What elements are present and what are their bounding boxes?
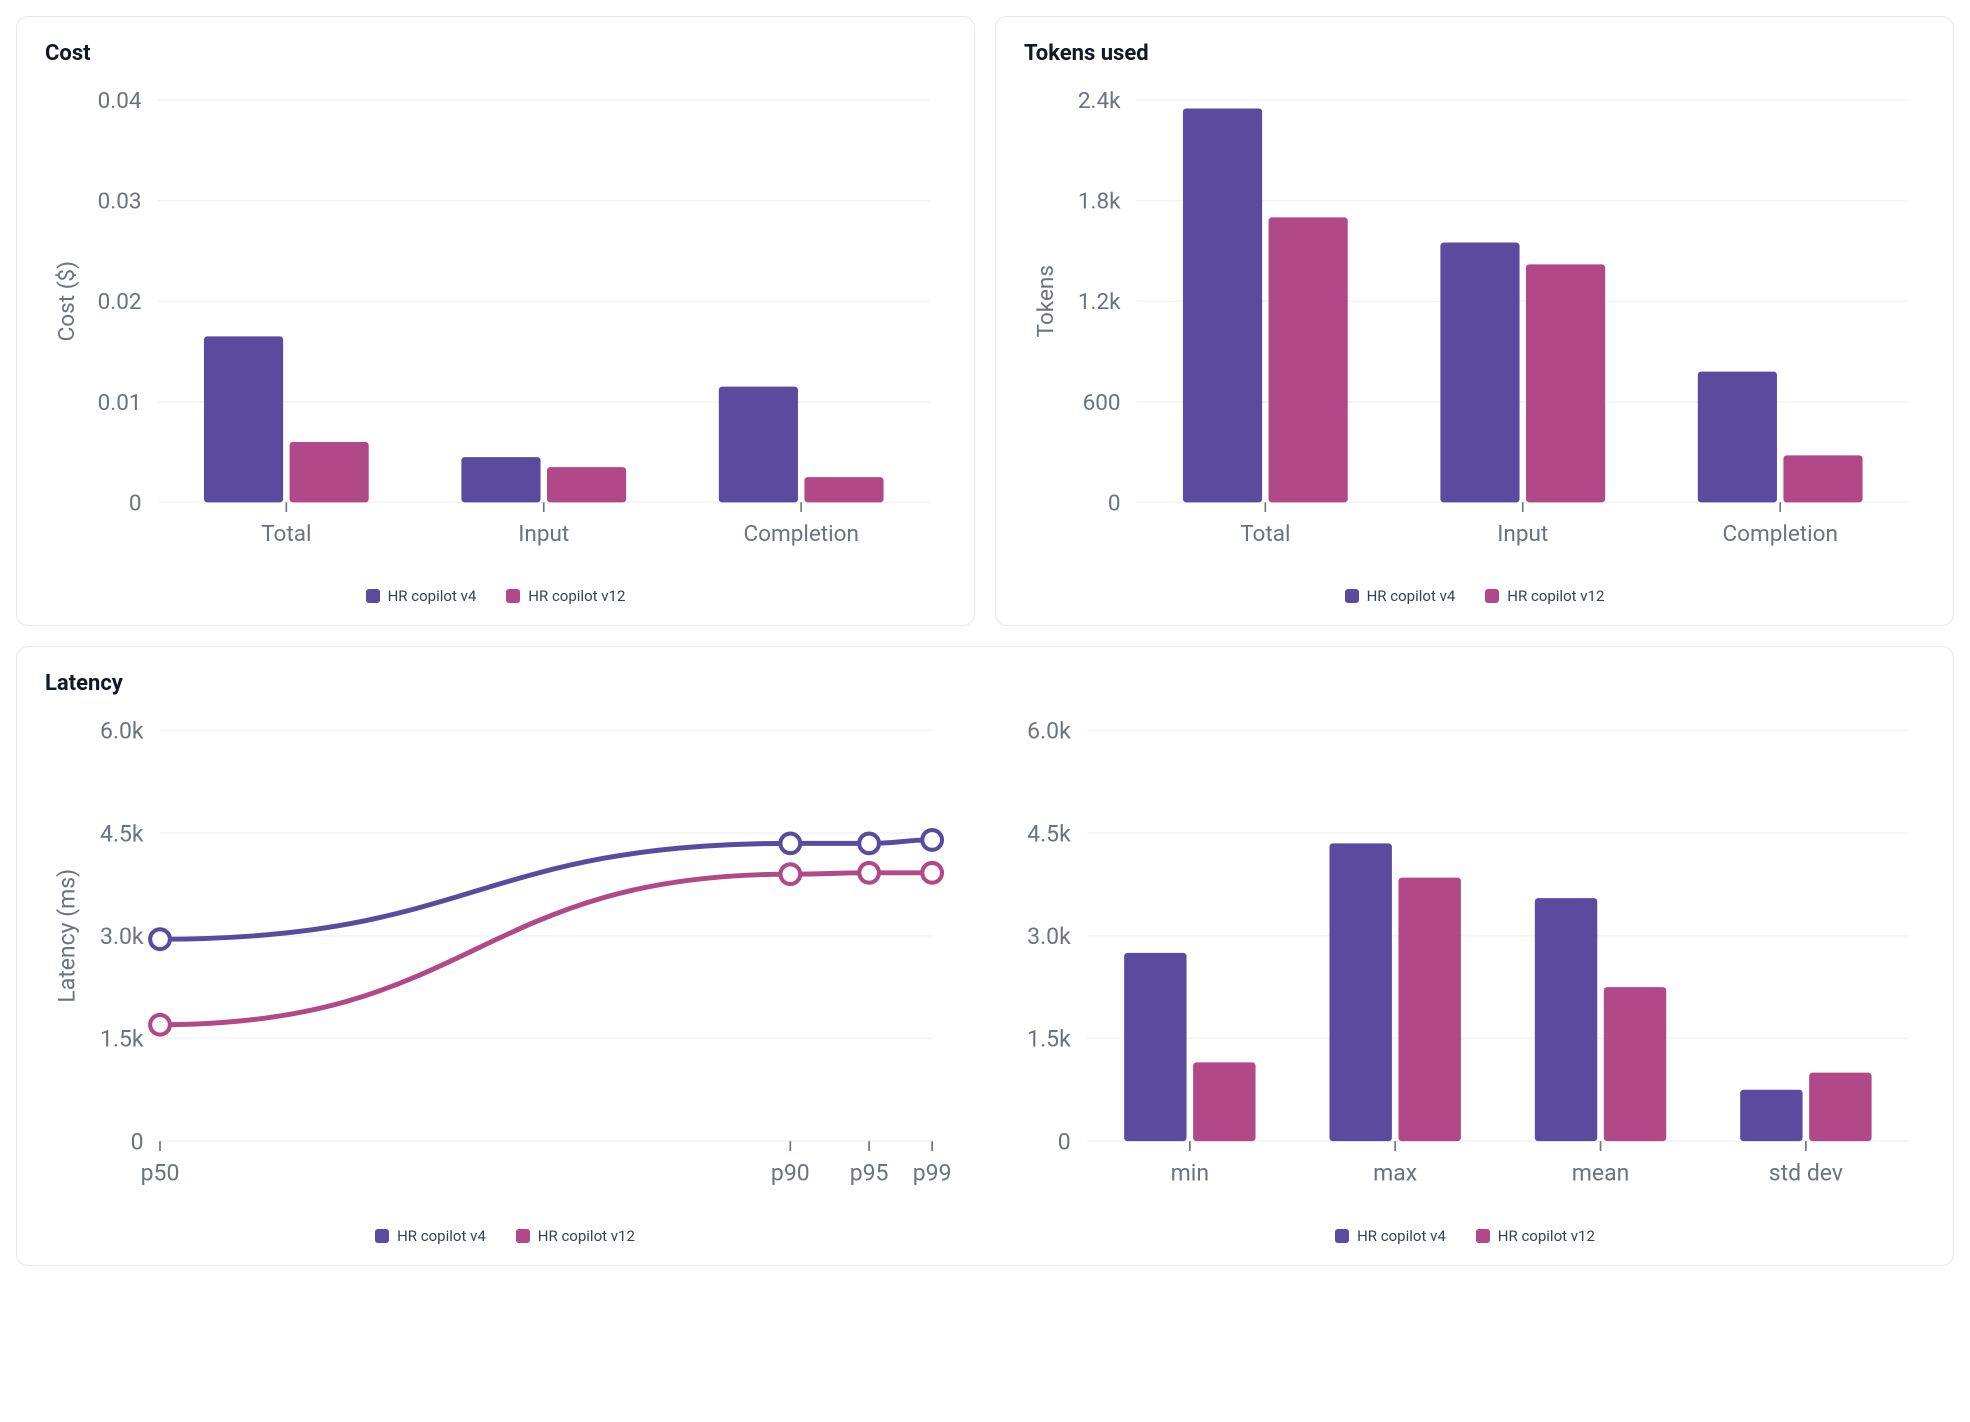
- legend-swatch-series2: [516, 1229, 530, 1243]
- svg-text:600: 600: [1083, 390, 1121, 416]
- svg-text:2.4k: 2.4k: [1078, 88, 1121, 114]
- svg-text:1.8k: 1.8k: [1078, 189, 1121, 215]
- legend-label-series2: HR copilot v12: [528, 587, 625, 605]
- tokens-legend: HR copilot v4 HR copilot v12: [1024, 587, 1925, 605]
- legend-item-series1: HR copilot v4: [375, 1227, 486, 1245]
- cost-legend: HR copilot v4 HR copilot v12: [45, 587, 946, 605]
- svg-text:Input: Input: [1497, 521, 1548, 547]
- legend-swatch-series1: [375, 1229, 389, 1243]
- svg-text:0.01: 0.01: [98, 390, 142, 416]
- svg-text:Total: Total: [261, 521, 311, 547]
- legend-item-series1: HR copilot v4: [1335, 1227, 1446, 1245]
- latency-title: Latency: [45, 671, 1925, 696]
- legend-swatch-series2: [1485, 589, 1499, 603]
- svg-text:0.03: 0.03: [98, 189, 142, 215]
- tokens-chart-svg: 0 600 1.2k 1.8k 2.4k Tokens Total Input Completi…: [1024, 84, 1925, 567]
- cost-chart-svg: 0 0.01 0.02 0.03 0.04 Cost ($) Total Input Compl…: [45, 84, 946, 567]
- svg-text:p50: p50: [141, 1159, 180, 1186]
- legend-item-series1: HR copilot v4: [366, 587, 477, 605]
- svg-text:p95: p95: [850, 1159, 889, 1186]
- svg-text:0.02: 0.02: [98, 289, 142, 315]
- legend-item-series2: HR copilot v12: [516, 1227, 635, 1245]
- svg-text:Total: Total: [1240, 521, 1290, 547]
- svg-text:0: 0: [1058, 1128, 1071, 1155]
- cost-chart: 0 0.01 0.02 0.03 0.04 Cost ($) Total Input Compl…: [45, 84, 946, 571]
- latency-line-svg: 0 1.5k 3.0k 4.5k 6.0k Latency (ms) p50 p90 p95 p9…: [45, 714, 965, 1207]
- svg-text:Completion: Completion: [1722, 521, 1837, 547]
- svg-text:Tokens: Tokens: [1033, 265, 1059, 337]
- legend-item-series2: HR copilot v12: [1485, 587, 1604, 605]
- legend-label-series2: HR copilot v12: [1507, 587, 1604, 605]
- cost-card: Cost 0 0.01 0.02 0.03 0.04 Cost ($) Total Input…: [16, 16, 975, 626]
- svg-text:Latency (ms): Latency (ms): [54, 869, 81, 1003]
- latency-bar-legend: HR copilot v4 HR copilot v12: [1005, 1227, 1925, 1245]
- svg-text:6.0k: 6.0k: [100, 717, 144, 744]
- svg-text:Cost ($): Cost ($): [54, 261, 80, 341]
- legend-label-series1: HR copilot v4: [1357, 1227, 1446, 1245]
- svg-text:4.5k: 4.5k: [100, 820, 144, 847]
- legend-label-series1: HR copilot v4: [1367, 587, 1456, 605]
- svg-text:min: min: [1171, 1159, 1209, 1186]
- legend-item-series2: HR copilot v12: [1476, 1227, 1595, 1245]
- legend-item-series1: HR copilot v4: [1345, 587, 1456, 605]
- svg-text:p99: p99: [913, 1159, 952, 1186]
- svg-text:0: 0: [129, 490, 142, 516]
- svg-text:6.0k: 6.0k: [1027, 717, 1071, 744]
- legend-label-series1: HR copilot v4: [397, 1227, 486, 1245]
- svg-text:0: 0: [1108, 490, 1121, 516]
- legend-swatch-series1: [1345, 589, 1359, 603]
- svg-text:3.0k: 3.0k: [100, 923, 144, 950]
- svg-text:p90: p90: [771, 1159, 810, 1186]
- svg-text:0: 0: [131, 1128, 144, 1155]
- cost-title: Cost: [45, 41, 946, 66]
- legend-swatch-series1: [1335, 1229, 1349, 1243]
- legend-label-series1: HR copilot v4: [388, 587, 477, 605]
- svg-text:Completion: Completion: [743, 521, 858, 547]
- latency-line-legend: HR copilot v4 HR copilot v12: [45, 1227, 965, 1245]
- tokens-title: Tokens used: [1024, 41, 1925, 66]
- svg-text:3.0k: 3.0k: [1027, 923, 1071, 950]
- legend-label-series2: HR copilot v12: [1498, 1227, 1595, 1245]
- legend-swatch-series2: [506, 589, 520, 603]
- svg-text:max: max: [1373, 1159, 1417, 1186]
- latency-card: Latency 0 1.5k 3.0k 4.5k 6.0k Latency (ms) p50…: [16, 646, 1954, 1266]
- latency-bar-chart: 0 1.5k 3.0k 4.5k 6.0k min max mean std dev: [1005, 714, 1925, 1211]
- latency-line-panel: 0 1.5k 3.0k 4.5k 6.0k Latency (ms) p50 p90 p95 p9…: [45, 714, 965, 1245]
- latency-bar-panel: 0 1.5k 3.0k 4.5k 6.0k min max mean std dev HR co…: [1005, 714, 1925, 1245]
- latency-bar-svg: 0 1.5k 3.0k 4.5k 6.0k min max mean std dev: [1005, 714, 1925, 1207]
- svg-text:4.5k: 4.5k: [1027, 820, 1071, 847]
- latency-line-chart: 0 1.5k 3.0k 4.5k 6.0k Latency (ms) p50 p90 p95 p9…: [45, 714, 965, 1211]
- svg-text:1.5k: 1.5k: [100, 1025, 144, 1052]
- svg-text:std dev: std dev: [1769, 1159, 1843, 1186]
- legend-swatch-series1: [366, 589, 380, 603]
- legend-swatch-series2: [1476, 1229, 1490, 1243]
- svg-text:Input: Input: [518, 521, 569, 547]
- svg-text:1.2k: 1.2k: [1078, 289, 1121, 315]
- tokens-chart: 0 600 1.2k 1.8k 2.4k Tokens Total Input Completi…: [1024, 84, 1925, 571]
- svg-text:1.5k: 1.5k: [1027, 1025, 1071, 1052]
- svg-text:0.04: 0.04: [98, 88, 142, 114]
- legend-label-series2: HR copilot v12: [538, 1227, 635, 1245]
- svg-text:mean: mean: [1572, 1159, 1630, 1186]
- legend-item-series2: HR copilot v12: [506, 587, 625, 605]
- tokens-card: Tokens used 0 600 1.2k 1.8k 2.4k Tokens Total I…: [995, 16, 1954, 626]
